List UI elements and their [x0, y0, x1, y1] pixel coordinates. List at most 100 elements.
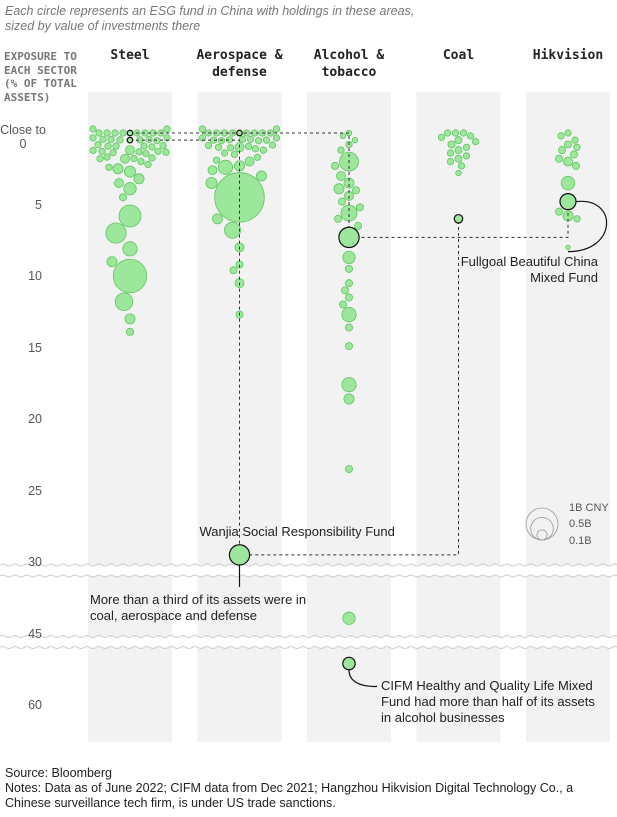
- size-legend-label: 0.5B: [569, 518, 592, 530]
- fund-dot: [144, 160, 152, 169]
- annotation-note: CIFM Healthy and Quality Life Mixed Fund…: [381, 677, 595, 725]
- fund-dot: [220, 149, 229, 157]
- fund-dot: [212, 156, 221, 164]
- fund-dot: [89, 146, 97, 155]
- fund-dot: [564, 140, 572, 149]
- fund-dot: [238, 135, 247, 143]
- fund-dot: [339, 300, 347, 309]
- fund-dot: [119, 193, 127, 202]
- fund-dot: [337, 146, 345, 154]
- fund-dot: [555, 207, 563, 216]
- fund-dot: [268, 141, 277, 149]
- fund-dot: [123, 182, 137, 196]
- fund-dot: [345, 279, 353, 288]
- fund-dot: [558, 146, 566, 155]
- fund-dot: [119, 129, 127, 137]
- fund-dot: [338, 197, 346, 206]
- fund-dot: [205, 177, 218, 189]
- fund-dot: [352, 186, 360, 195]
- fund-dot: [159, 141, 167, 150]
- fund-dot: [89, 134, 97, 142]
- fund-dot: [163, 134, 171, 142]
- fund-dot: [214, 172, 265, 223]
- fund-dot: [244, 142, 253, 151]
- fund-dot: [446, 149, 455, 157]
- subtitle: Each circle represents an ESG fund in Ch…: [5, 4, 415, 33]
- fund-dot: [454, 154, 463, 163]
- fund-dot: [345, 465, 353, 474]
- fund-dot: [343, 177, 355, 189]
- fund-dot: [207, 165, 218, 176]
- fund-dot: [331, 161, 339, 170]
- size-legend-label: 1B CNY: [569, 502, 609, 514]
- annotation-note: More than a third of its assets were in …: [90, 591, 307, 623]
- fund-dot: [565, 244, 571, 251]
- fund-dot: [112, 163, 124, 175]
- fund-dot: [447, 140, 456, 149]
- fund-dot: [272, 125, 281, 133]
- highlight-dot: [338, 226, 360, 249]
- fund-dot: [455, 169, 462, 177]
- fund-dot: [272, 134, 281, 142]
- fund-dot: [94, 141, 102, 149]
- fund-dot: [105, 163, 113, 171]
- fund-dot: [345, 264, 353, 273]
- y-tick-label: 60: [28, 698, 42, 712]
- fund-dot: [95, 129, 103, 137]
- fund-dot: [454, 136, 463, 145]
- axis-break-gap: [0, 636, 617, 648]
- fund-dot: [251, 145, 260, 153]
- fund-dot: [345, 323, 353, 332]
- fund-dot: [154, 147, 162, 155]
- fund-dot: [454, 146, 463, 155]
- fund-dot: [98, 147, 106, 155]
- annotation-line: [567, 200, 608, 253]
- fund-dot: [341, 377, 357, 393]
- fund-dot: [560, 175, 576, 191]
- category-label: Aerospace & defense: [196, 48, 283, 80]
- fund-dot: [339, 132, 347, 140]
- axis-break-edge: [0, 574, 617, 578]
- fund-dot: [564, 129, 572, 137]
- fund-dot: [163, 125, 171, 133]
- fund-dot: [118, 204, 142, 228]
- axis-break-edge: [0, 563, 617, 567]
- annotation-label: Fullgoal Beautiful China Mixed Fund: [460, 253, 598, 285]
- fund-dot: [462, 143, 471, 151]
- fund-dot: [135, 148, 143, 156]
- fund-dot: [457, 162, 466, 170]
- fund-dot: [153, 137, 161, 145]
- fund-dot: [124, 165, 136, 178]
- fund-dot: [345, 293, 353, 302]
- highlight-dots: [126, 129, 577, 671]
- highlight-dot: [453, 213, 464, 224]
- fund-dot: [140, 142, 148, 150]
- fund-dot: [114, 178, 124, 188]
- fund-dot: [112, 258, 148, 294]
- fund-dot: [354, 221, 362, 230]
- fund-dot: [342, 611, 356, 625]
- fund-dot: [555, 154, 563, 163]
- fund-dot: [125, 145, 135, 156]
- fund-dot: [212, 213, 223, 225]
- y-tick-label: Close to 0: [0, 123, 46, 151]
- y-axis-title: EXPOSURE TO EACH SECTOR (% OF TOTAL ASSE…: [4, 50, 77, 104]
- fund-dot: [130, 154, 138, 163]
- fund-dot: [148, 154, 156, 162]
- fund-dot: [573, 143, 581, 151]
- y-tick-label: 5: [35, 197, 42, 212]
- fund-dot: [244, 156, 255, 167]
- highlight-dot: [342, 656, 356, 671]
- fund-dot: [333, 183, 345, 195]
- fund-dot: [103, 153, 111, 161]
- highlight-dot: [126, 136, 134, 144]
- source: Source: Bloomberg: [5, 766, 113, 780]
- fund-dot: [471, 137, 480, 146]
- fund-dot: [356, 203, 364, 212]
- fund-dot: [111, 129, 119, 137]
- fund-dot: [446, 158, 455, 166]
- fund-dot: [259, 146, 268, 154]
- fund-dot: [256, 170, 267, 182]
- fund-dot: [99, 135, 107, 143]
